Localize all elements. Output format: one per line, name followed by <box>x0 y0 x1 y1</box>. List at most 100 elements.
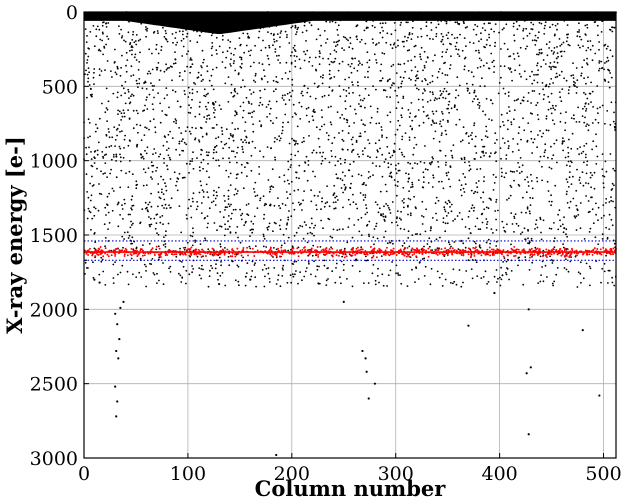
data-point <box>573 117 575 120</box>
data-point <box>536 114 539 116</box>
data-point <box>285 61 288 64</box>
data-point <box>329 235 332 238</box>
data-point <box>503 229 506 232</box>
data-point <box>541 266 543 268</box>
data-point <box>242 109 245 112</box>
outlier-point <box>367 397 370 400</box>
data-point <box>344 36 347 39</box>
data-point <box>535 39 538 42</box>
data-point <box>143 263 146 266</box>
data-point <box>441 13 444 16</box>
data-point <box>384 183 387 186</box>
data-point <box>298 177 300 180</box>
data-point <box>342 269 345 271</box>
data-point <box>444 97 447 100</box>
data-point <box>295 270 297 272</box>
data-point <box>351 47 354 50</box>
data-point <box>310 273 312 276</box>
data-point <box>480 38 483 41</box>
data-point <box>129 140 132 142</box>
data-point <box>355 141 358 144</box>
data-point <box>335 13 338 16</box>
data-point <box>303 170 306 173</box>
data-point <box>410 38 413 40</box>
data-point <box>169 65 172 68</box>
data-point <box>444 154 447 157</box>
data-point <box>123 147 125 149</box>
data-point <box>359 132 362 135</box>
data-point <box>516 52 519 55</box>
red-point <box>369 246 372 248</box>
data-point <box>403 40 405 43</box>
data-point <box>498 31 500 34</box>
data-point <box>500 167 503 170</box>
data-point <box>410 69 413 72</box>
data-point <box>451 13 454 16</box>
outlier-point <box>115 415 118 418</box>
data-point <box>216 194 218 197</box>
data-point <box>432 59 434 62</box>
data-point <box>151 258 154 260</box>
data-point <box>151 170 154 173</box>
data-point <box>270 185 273 188</box>
data-point <box>200 19 203 21</box>
data-point <box>272 79 275 82</box>
data-point <box>371 162 374 165</box>
data-point <box>535 73 537 76</box>
data-point <box>416 70 419 73</box>
data-point <box>435 110 438 113</box>
data-point <box>418 261 421 264</box>
data-point <box>332 228 335 231</box>
data-point <box>237 236 239 239</box>
data-point <box>431 91 434 94</box>
data-point <box>531 261 534 264</box>
data-point <box>163 207 165 209</box>
red-point <box>528 256 531 259</box>
red-point <box>378 248 381 251</box>
data-point <box>512 138 514 140</box>
data-point <box>227 256 230 258</box>
data-point <box>555 139 558 142</box>
red-point <box>535 248 538 251</box>
data-point <box>294 143 296 146</box>
data-point <box>262 26 265 29</box>
data-point <box>313 194 316 197</box>
data-point <box>457 48 460 51</box>
data-point <box>429 81 432 84</box>
data-point <box>185 53 188 55</box>
data-point <box>156 68 158 71</box>
data-point <box>314 224 317 227</box>
data-point <box>331 90 334 92</box>
data-point <box>229 40 232 43</box>
data-point <box>254 81 257 83</box>
data-point <box>469 232 472 235</box>
data-point <box>529 196 532 199</box>
data-point <box>92 25 95 27</box>
data-point <box>165 68 168 71</box>
data-point <box>439 94 442 97</box>
data-point <box>178 205 181 208</box>
data-point <box>513 217 516 220</box>
data-point <box>364 196 367 199</box>
data-point <box>595 202 597 205</box>
data-point <box>604 43 607 46</box>
red-point <box>403 248 405 251</box>
data-point <box>240 58 243 61</box>
data-point <box>211 42 214 44</box>
data-point <box>482 110 484 113</box>
data-point <box>475 95 477 98</box>
data-point <box>253 110 255 113</box>
data-point <box>516 143 519 145</box>
data-point <box>135 109 138 112</box>
data-point <box>493 65 496 68</box>
x-tick-label: 500 <box>585 463 621 485</box>
data-point <box>407 21 409 24</box>
data-point <box>375 59 377 61</box>
data-point <box>262 245 265 248</box>
data-point <box>356 24 359 26</box>
data-point <box>230 65 232 67</box>
data-point <box>455 41 458 44</box>
data-point <box>199 243 202 246</box>
data-point <box>308 262 310 265</box>
data-point <box>410 102 413 104</box>
